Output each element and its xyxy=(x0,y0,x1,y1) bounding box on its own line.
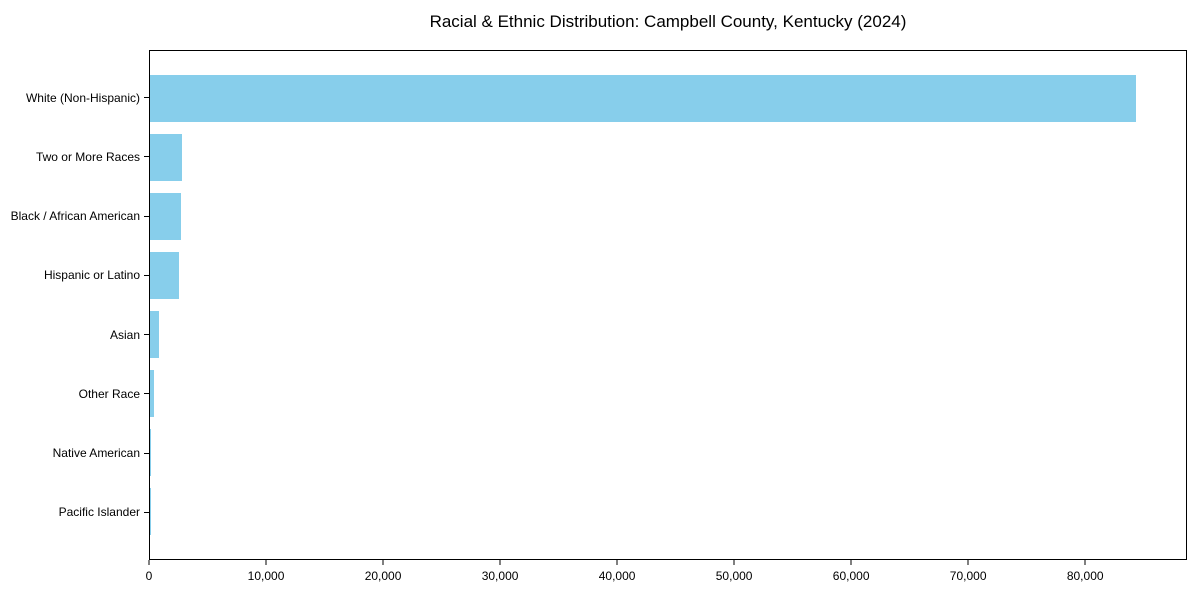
bar xyxy=(150,193,181,240)
bar-row xyxy=(150,423,1186,482)
y-tick-row xyxy=(144,68,149,127)
x-tick-label: 80,000 xyxy=(1066,569,1104,583)
x-tick-mark xyxy=(733,560,735,565)
y-axis-label: Two or More Races xyxy=(35,149,140,164)
bar-row xyxy=(150,364,1186,423)
x-axis: 0 10,000 20,000 30,000 40,000 50,000 60,000 70,… xyxy=(145,560,1187,594)
x-tick-label: 0 xyxy=(145,569,153,583)
y-tick-row xyxy=(144,483,149,542)
x-tick-mark xyxy=(499,560,501,565)
y-label-row: Asian xyxy=(0,305,140,364)
bar xyxy=(150,429,152,476)
y-axis-label: Native American xyxy=(52,446,140,461)
y-label-row: Black / African American xyxy=(0,187,140,246)
bar xyxy=(150,370,155,417)
bar-row xyxy=(150,246,1186,305)
y-tick-mark xyxy=(144,215,149,217)
x-tick-mark xyxy=(148,560,150,565)
y-tick-row xyxy=(144,305,149,364)
y-tick-row xyxy=(144,187,149,246)
y-axis-label: Other Race xyxy=(78,386,140,401)
y-label-row: Native American xyxy=(0,424,140,483)
y-tick-mark xyxy=(144,452,149,454)
y-axis-label: Asian xyxy=(109,327,140,342)
x-tick-mark xyxy=(1084,560,1086,565)
bar xyxy=(150,134,183,181)
bar xyxy=(150,252,180,299)
y-tick-mark xyxy=(144,334,149,336)
plot-area xyxy=(149,50,1187,560)
bar-row xyxy=(150,69,1186,128)
y-label-row: Other Race xyxy=(0,364,140,423)
x-tick-mark xyxy=(616,560,618,565)
y-tick-row xyxy=(144,364,149,423)
y-tick-mark xyxy=(144,97,149,99)
y-tick-row xyxy=(144,424,149,483)
y-axis-label: White (Non-Hispanic) xyxy=(25,90,140,105)
y-tick-row xyxy=(144,246,149,305)
bar xyxy=(150,75,1136,122)
bar-row xyxy=(150,128,1186,187)
y-axis-label: Hispanic or Latino xyxy=(43,268,140,283)
bar xyxy=(150,311,160,358)
x-tick-label: 10,000 xyxy=(247,569,285,583)
y-label-row: Two or More Races xyxy=(0,127,140,186)
bar-row xyxy=(150,187,1186,246)
y-axis-label: Pacific Islander xyxy=(58,505,140,520)
bar-rows xyxy=(150,51,1186,559)
y-axis-labels: White (Non-Hispanic) Two or More Races Bla… xyxy=(0,50,140,560)
x-tick-label: 50,000 xyxy=(715,569,753,583)
bar-row xyxy=(150,305,1186,364)
x-tick-mark xyxy=(850,560,852,565)
y-label-row: Hispanic or Latino xyxy=(0,246,140,305)
y-tick-mark xyxy=(144,156,149,158)
chart-title: Racial & Ethnic Distribution: Campbell C… xyxy=(429,12,907,31)
x-tick-mark xyxy=(265,560,267,565)
x-tick-label: 70,000 xyxy=(949,569,987,583)
x-tick-label: 20,000 xyxy=(364,569,402,583)
y-tick-row xyxy=(144,127,149,186)
x-tick-mark xyxy=(967,560,969,565)
x-tick-label: 30,000 xyxy=(481,569,519,583)
x-tick-mark xyxy=(382,560,384,565)
x-tick-label: 40,000 xyxy=(598,569,636,583)
y-label-row: Pacific Islander xyxy=(0,483,140,542)
y-tick-mark xyxy=(144,393,149,395)
y-tick-mark xyxy=(144,274,149,276)
bar-row xyxy=(150,482,1186,541)
x-tick-label: 60,000 xyxy=(832,569,870,583)
y-axis-tick-marks xyxy=(144,50,149,560)
y-label-row: White (Non-Hispanic) xyxy=(0,68,140,127)
y-tick-mark xyxy=(144,511,149,513)
y-axis-label: Black / African American xyxy=(10,209,140,224)
